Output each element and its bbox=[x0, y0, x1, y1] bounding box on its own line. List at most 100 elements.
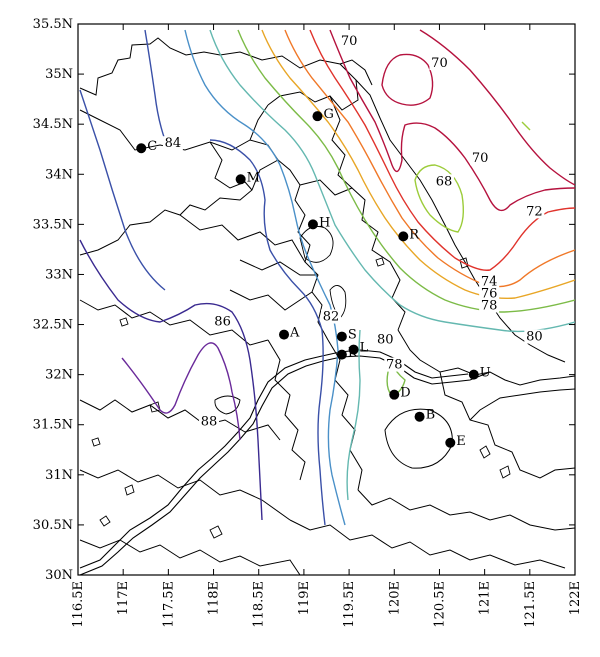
contour-label-bg bbox=[384, 357, 405, 372]
station-marker-k bbox=[336, 349, 347, 360]
contour-label: 70 bbox=[431, 56, 448, 71]
contour-74 bbox=[284, 29, 575, 288]
island-1 bbox=[99, 515, 111, 527]
island-7 bbox=[459, 257, 469, 269]
contour-label: 78 bbox=[386, 358, 403, 373]
lake-gaoyou bbox=[329, 285, 347, 319]
contour-label-bg bbox=[524, 204, 545, 219]
x-axis: 116.5E 117E 117.5E 118E 118.5E 119E 119.5E 120E… bbox=[71, 24, 583, 628]
contour-70-loop bbox=[381, 53, 434, 106]
contour-label-bg bbox=[524, 329, 545, 344]
y-tick-label: 30.5N bbox=[33, 518, 73, 533]
contour-82 bbox=[184, 29, 346, 526]
contour-label-bg bbox=[479, 298, 500, 313]
station-marker-r bbox=[398, 231, 409, 242]
contour-88 bbox=[121, 342, 241, 441]
island-8 bbox=[375, 257, 385, 267]
contour-label: 86 bbox=[214, 315, 231, 330]
station-label-c: C bbox=[147, 139, 157, 154]
x-tick-label: 119E bbox=[297, 581, 312, 615]
contour-70-upper bbox=[419, 29, 575, 186]
boundary-west-2 bbox=[79, 469, 291, 521]
station-label-r: R bbox=[409, 227, 420, 242]
contour-label: 70 bbox=[472, 151, 489, 166]
station-label-s: S bbox=[348, 328, 357, 343]
boundary-west-3 bbox=[79, 539, 301, 575]
island-10 bbox=[124, 484, 135, 496]
contour-84 bbox=[79, 89, 326, 526]
contour-70-main bbox=[329, 29, 575, 212]
contour-label: 88 bbox=[201, 415, 218, 430]
station-label-a: A bbox=[289, 326, 300, 341]
contour-84-north bbox=[144, 29, 166, 141]
station-marker-l bbox=[348, 344, 359, 355]
x-tick-label: 121.5E bbox=[523, 581, 538, 628]
x-tick-label: 116.5E bbox=[71, 581, 86, 628]
island-5 bbox=[479, 445, 491, 459]
station-marker-s bbox=[336, 331, 347, 342]
x-tick-label: 118.5E bbox=[252, 581, 267, 628]
x-tick-label: 117E bbox=[116, 581, 131, 615]
boundary-jiangsu-coast bbox=[355, 79, 566, 363]
contour-label-bg bbox=[429, 56, 450, 71]
boundary-inner-2 bbox=[329, 59, 373, 189]
station-label-b: B bbox=[426, 408, 436, 423]
station-label-m: M bbox=[247, 170, 260, 185]
contour-68-small bbox=[521, 121, 531, 131]
contour-label: 76 bbox=[481, 286, 498, 301]
x-tick-label: 119.5E bbox=[342, 581, 357, 628]
y-tick-label: 33N bbox=[45, 267, 73, 282]
contour-label: 84 bbox=[165, 136, 182, 151]
contour-label: 70 bbox=[341, 34, 358, 49]
contour-label-bg bbox=[162, 136, 183, 151]
y-axis: 30N 30.5N 31N 31.5N 32N 32.5N 33N 33.5N 34N 34.5N… bbox=[33, 17, 575, 583]
boundary-north-shandong bbox=[79, 37, 359, 111]
boundary-anhui-north bbox=[79, 109, 279, 256]
station-marker-a bbox=[279, 329, 290, 340]
station-marker-m bbox=[235, 174, 246, 185]
y-tick-label: 34N bbox=[45, 167, 73, 182]
station-marker-h bbox=[307, 219, 318, 230]
station-label-h: H bbox=[319, 215, 330, 230]
boundary-south-2 bbox=[267, 339, 306, 481]
y-tick-label: 35.5N bbox=[33, 17, 73, 32]
station-layer: C M G H R A SLK D B E U bbox=[136, 107, 491, 449]
station-marker-e bbox=[445, 437, 456, 448]
x-tick-label: 122E bbox=[568, 581, 583, 615]
island-6 bbox=[499, 465, 511, 479]
contour-label-bg bbox=[199, 414, 220, 429]
contour-label-bg bbox=[479, 286, 500, 301]
contour-label-bg bbox=[375, 332, 396, 347]
contour-68 bbox=[414, 164, 465, 233]
boundary-inner-4 bbox=[229, 259, 318, 311]
y-tick-label: 31.5N bbox=[33, 418, 73, 433]
contour-76 bbox=[261, 29, 575, 300]
station-label-k: K bbox=[348, 346, 358, 361]
y-tick-label: 34.5N bbox=[33, 117, 73, 132]
station-marker-b bbox=[414, 411, 425, 422]
boundary-south-6 bbox=[289, 519, 566, 569]
station-marker-g bbox=[312, 111, 323, 122]
y-tick-label: 30N bbox=[45, 568, 73, 583]
boundary-south-4 bbox=[397, 329, 575, 386]
x-tick-label: 120.5E bbox=[432, 581, 447, 628]
contour-label: 68 bbox=[436, 174, 453, 189]
y-tick-label: 31N bbox=[45, 468, 73, 483]
contour-label-bg bbox=[321, 309, 342, 324]
contour-label-bg bbox=[433, 174, 454, 189]
contour-72 bbox=[309, 29, 575, 271]
y-tick-label: 35N bbox=[45, 67, 73, 82]
station-label-u: U bbox=[480, 366, 491, 381]
contour-label-bg bbox=[479, 274, 500, 289]
x-tick-label: 118E bbox=[207, 581, 222, 615]
station-label-l: L bbox=[360, 341, 369, 356]
contour-80 bbox=[209, 29, 575, 333]
x-tick-label: 121E bbox=[478, 581, 493, 615]
station-marker-u bbox=[468, 369, 479, 380]
contour-label: 72 bbox=[526, 204, 543, 219]
island-2 bbox=[209, 525, 223, 539]
y-tick-label: 32.5N bbox=[33, 318, 73, 333]
contour-label-bg bbox=[339, 34, 360, 49]
x-tick-label: 120E bbox=[387, 581, 402, 615]
